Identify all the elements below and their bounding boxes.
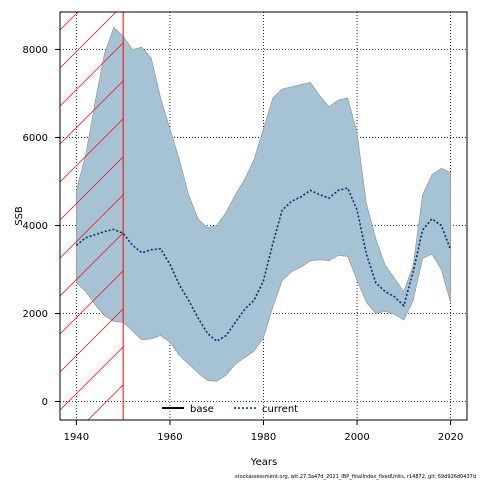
y-tick-label: 8000	[23, 45, 48, 56]
y-tick-label: 4000	[23, 221, 48, 232]
series-line-layer	[75, 187, 452, 343]
hatch-line	[60, 232, 124, 297]
hatch-line	[60, 194, 124, 259]
y-axis-ticks: 0 2000 4000 6000 8000	[23, 45, 60, 408]
hatch-line	[60, 12, 79, 31]
hatch-line	[60, 308, 124, 373]
x-tick-label: 1960	[157, 432, 182, 443]
hatch-line	[60, 270, 124, 335]
hatch-lines	[60, 12, 124, 420]
series-line-current	[75, 187, 452, 343]
x-tick-label: 1940	[64, 432, 89, 443]
y-tick-label: 6000	[23, 133, 48, 144]
hatch-line	[60, 42, 124, 107]
x-axis-ticks: 1940 1960 1980 2000 2020	[64, 420, 463, 443]
x-tick-label: 2020	[438, 432, 463, 443]
shaded-period-layer	[60, 12, 124, 420]
legend-base-label: base	[190, 404, 214, 415]
hatch-line	[60, 156, 124, 221]
x-axis-title: Years	[250, 457, 277, 468]
hatch-line	[60, 346, 124, 411]
y-tick-label: 2000	[23, 309, 48, 320]
shaded-period	[60, 12, 124, 420]
confidence-band-layer	[76, 26, 451, 382]
confidence-band	[76, 26, 451, 382]
x-tick-label: 2000	[344, 432, 369, 443]
hatch-line	[60, 80, 124, 145]
hatch-line	[60, 12, 117, 69]
hatch-line	[60, 118, 124, 183]
x-tick-label: 1980	[251, 432, 276, 443]
y-axis-title: SSB	[14, 206, 25, 226]
hatch-line	[87, 384, 124, 420]
legend: base current	[162, 404, 298, 415]
legend-current-label: current	[262, 404, 298, 415]
y-tick-label: 0	[42, 397, 48, 408]
footer-note: stockassessment.org, wit.27.3a47d_2021_I…	[235, 474, 476, 480]
